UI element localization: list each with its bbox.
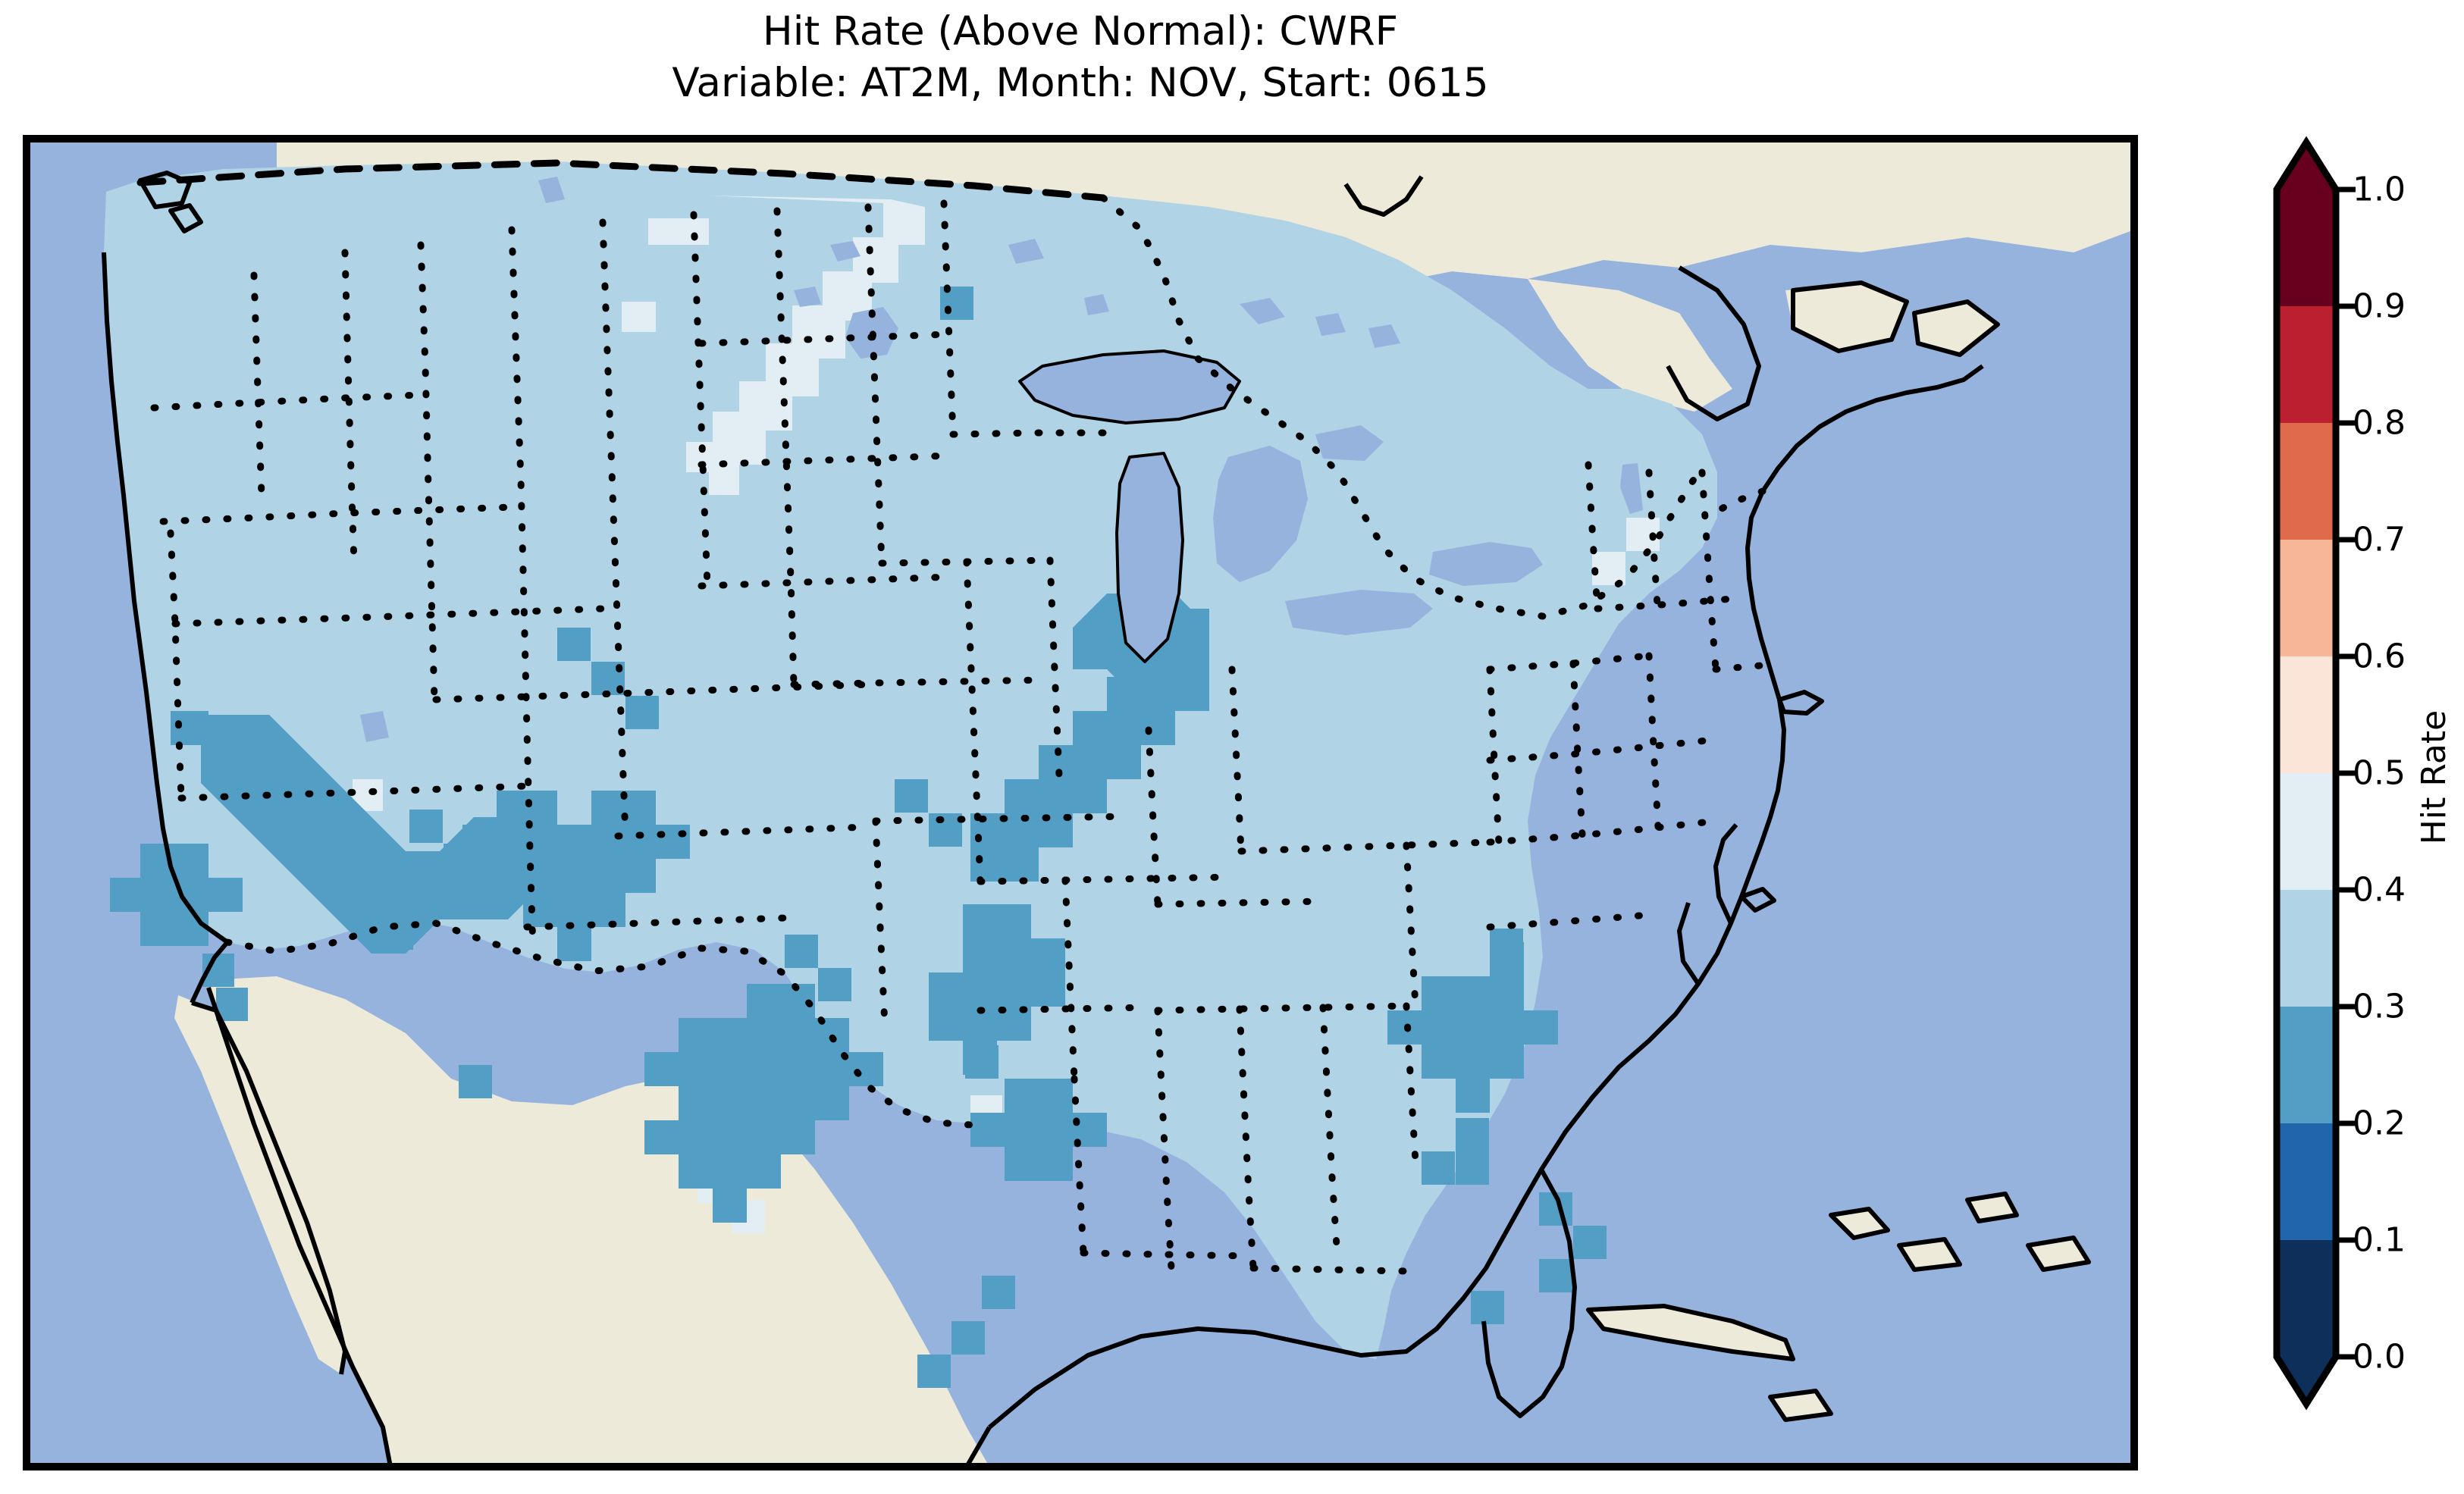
- colorbar-bin: [2277, 773, 2336, 891]
- colorbar-tick-label: 0.0: [2353, 1337, 2406, 1377]
- colorbar-tick-label: 0.2: [2353, 1104, 2406, 1143]
- colorbar-tick-label: 0.5: [2353, 753, 2406, 793]
- political-borders: [136, 159, 1774, 1275]
- colorbar-tick-label: 0.6: [2353, 637, 2406, 676]
- colorbar-tick-label: 0.3: [2353, 987, 2406, 1026]
- colorbar-tick-label: 1.0: [2353, 170, 2406, 209]
- map-svg: [27, 139, 2134, 1467]
- title-line-2: Variable: AT2M, Month: NOV, Start: 0615: [672, 59, 1489, 106]
- colorbar-bin: [2277, 1240, 2336, 1358]
- colorbar-outline: [2273, 136, 2340, 1411]
- colorbar-axis-label-text: Hit Rate: [2415, 709, 2454, 844]
- colorbar-tick-label: 0.9: [2353, 287, 2406, 326]
- figure-title: Hit Rate (Above Normal): CWRF Variable: …: [23, 6, 2138, 109]
- colorbar-bin: [2277, 189, 2336, 307]
- colorbar[interactable]: 0.0 0.1 0.2 0.3 0.4 0.5 0.6 0.7 0.8 0.9 1.0 Hit Ra…: [2263, 121, 2464, 1433]
- colorbar-bin: [2277, 1007, 2336, 1124]
- colorbar-svg: [2273, 136, 2356, 1411]
- great-lakes: [360, 177, 1643, 742]
- coastlines: [102, 171, 2091, 1467]
- colorbar-bin: [2277, 1123, 2336, 1241]
- title-line-1: Hit Rate (Above Normal): CWRF: [762, 8, 1399, 55]
- colorbar-bins: [2277, 143, 2336, 1404]
- colorbar-tick-label: 0.1: [2353, 1220, 2406, 1260]
- colorbar-bin: [2277, 540, 2336, 657]
- data-field: [104, 161, 1717, 1359]
- colorbar-axis-label: Hit Rate: [2412, 121, 2457, 1433]
- colorbar-bin: [2277, 890, 2336, 1007]
- map-panel[interactable]: [23, 135, 2138, 1471]
- colorbar-bin: [2277, 423, 2336, 540]
- colorbar-tick-label: 0.4: [2353, 870, 2406, 910]
- colorbar-tick-label: 0.8: [2353, 403, 2406, 443]
- colorbar-bin: [2277, 656, 2336, 774]
- data-bin-0.2-0.3: [110, 287, 1607, 1388]
- colorbar-bin: [2277, 306, 2336, 424]
- colorbar-tick-label: 0.7: [2353, 520, 2406, 559]
